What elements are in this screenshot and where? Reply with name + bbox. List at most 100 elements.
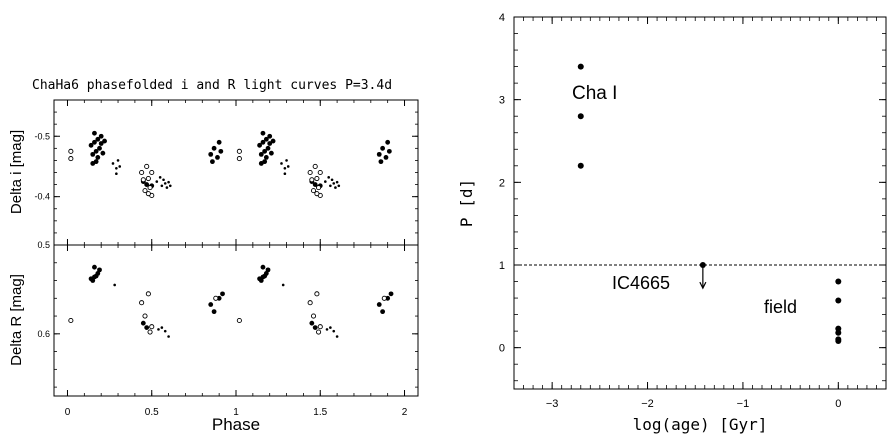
data-point — [95, 271, 101, 276]
data-point — [380, 309, 386, 315]
data-point — [310, 313, 317, 319]
data-point — [116, 159, 120, 162]
y-tick-label: -0.5 — [34, 131, 50, 141]
data-point — [267, 133, 273, 139]
data-point — [312, 325, 318, 331]
data-point — [68, 317, 74, 324]
data-point — [281, 283, 285, 287]
data-point — [144, 182, 150, 187]
left-data-points — [68, 130, 394, 338]
y-tick-label: 0.6 — [37, 329, 50, 339]
right-ylabel: P [d] — [457, 179, 476, 227]
data-point — [317, 169, 323, 176]
data-point — [100, 150, 106, 156]
data-point — [257, 142, 262, 148]
data-point — [332, 329, 336, 333]
data-point — [383, 154, 389, 160]
chart-title: ChaHa6 phasefolded i and R light curves … — [32, 78, 392, 93]
data-point — [265, 145, 271, 151]
data-point — [155, 180, 159, 183]
data-point — [286, 165, 290, 168]
y-tick-label: 4 — [499, 12, 505, 24]
data-point — [213, 295, 219, 301]
data-point — [283, 172, 287, 176]
data-point — [149, 169, 155, 176]
data-point — [329, 184, 332, 188]
data-point — [314, 291, 320, 297]
data-point — [167, 180, 170, 184]
data-point — [262, 148, 268, 154]
data-point — [835, 297, 842, 304]
data-point — [162, 178, 165, 182]
label-field: field — [764, 297, 797, 317]
data-point — [236, 148, 242, 154]
bottom-panel-frame — [53, 244, 419, 397]
data-point — [211, 145, 217, 151]
period-age-chart: −3 −2 −1 0 0 1 2 3 4 Cha I IC4665 field P [d] lo… — [457, 12, 887, 434]
data-point — [158, 176, 162, 179]
data-point — [95, 136, 101, 142]
data-point — [262, 159, 268, 165]
data-point — [260, 264, 266, 270]
y-tick-label: 1 — [499, 260, 505, 272]
data-point — [260, 139, 266, 145]
data-point — [258, 151, 264, 157]
data-point — [835, 325, 842, 332]
data-point — [90, 151, 96, 157]
data-point — [325, 328, 329, 331]
data-point — [115, 166, 118, 170]
data-point — [835, 338, 842, 345]
data-point — [307, 169, 313, 176]
data-point — [115, 172, 118, 176]
data-point — [236, 156, 242, 162]
data-point — [93, 148, 99, 154]
x-tick-label: 2 — [402, 407, 408, 418]
data-point — [98, 141, 104, 146]
data-point — [376, 302, 382, 307]
data-point — [285, 159, 288, 162]
data-point — [316, 329, 322, 335]
right-data-points — [577, 63, 842, 345]
data-point — [113, 283, 116, 287]
data-point — [280, 162, 283, 165]
data-point — [236, 317, 242, 324]
data-point — [263, 271, 269, 276]
right-panel-frame — [513, 16, 887, 390]
data-point — [165, 186, 169, 189]
left-axis-ticks: 0 0.5 1 1.5 2 -0.5 -0.4 0.5 0.6 — [34, 100, 418, 418]
x-tick-label: 0.5 — [145, 407, 159, 418]
data-point — [208, 302, 214, 307]
data-point — [90, 278, 96, 283]
data-point — [263, 154, 269, 160]
data-point — [68, 148, 74, 154]
data-point — [312, 182, 318, 187]
data-point — [160, 326, 164, 329]
right-xlabel: log(age) [Gyr] — [633, 415, 768, 434]
y-tick-label: 3 — [499, 95, 505, 107]
data-point — [144, 163, 150, 170]
data-point — [577, 63, 584, 70]
data-point — [835, 278, 842, 285]
y-tick-label: 0 — [499, 343, 505, 355]
data-point — [577, 162, 584, 169]
data-point — [145, 191, 151, 197]
data-point — [283, 166, 287, 170]
data-point — [95, 154, 101, 160]
data-point — [265, 267, 271, 273]
data-point — [208, 151, 214, 157]
data-point — [330, 178, 334, 182]
data-point — [316, 185, 322, 191]
upper-limit-arrowhead — [699, 281, 707, 290]
data-point — [218, 148, 224, 154]
data-point — [168, 184, 172, 188]
data-point — [140, 177, 146, 183]
data-point — [147, 329, 153, 335]
x-tick-label: 0 — [835, 398, 841, 410]
data-point — [263, 136, 269, 142]
data-point — [577, 113, 584, 120]
data-point — [332, 182, 336, 185]
data-point — [386, 148, 392, 154]
data-point — [118, 165, 122, 168]
data-point — [93, 159, 99, 165]
y-tick-label: -0.4 — [34, 192, 50, 202]
